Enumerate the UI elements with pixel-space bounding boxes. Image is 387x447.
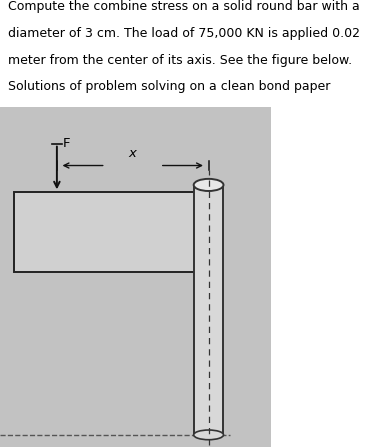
Text: Solutions of problem solving on a clean bond paper: Solutions of problem solving on a clean … — [8, 80, 330, 93]
Bar — [14, 192, 195, 272]
Text: F: F — [63, 137, 70, 150]
Text: diameter of 3 cm. The load of 75,000 KN is applied 0.02: diameter of 3 cm. The load of 75,000 KN … — [8, 27, 360, 40]
Text: meter from the center of its axis. See the figure below.: meter from the center of its axis. See t… — [8, 54, 352, 67]
Bar — [194, 185, 224, 435]
Text: Compute the combine stress on a solid round bar with a: Compute the combine stress on a solid ro… — [8, 0, 360, 13]
Ellipse shape — [194, 179, 224, 191]
Text: x: x — [129, 147, 137, 160]
Ellipse shape — [194, 430, 224, 440]
